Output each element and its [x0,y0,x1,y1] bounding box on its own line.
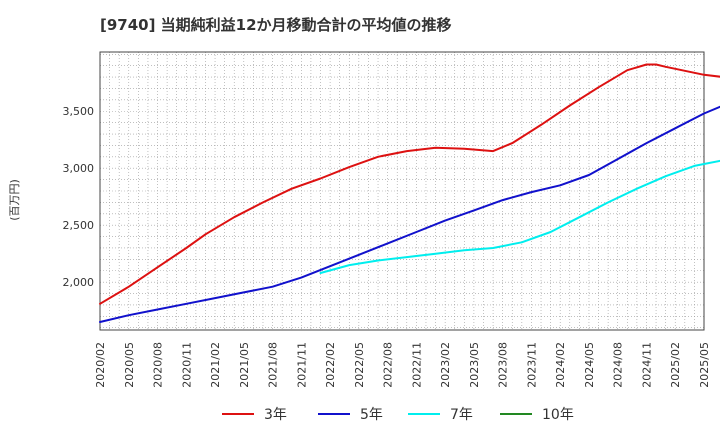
x-axis: 2020/02 2020/05 2020/08 2020/11 2021/02 2021/… [94,342,711,388]
x-tick-label: 2023/02 [439,342,452,388]
plot-border [99,51,705,331]
x-tick-label: 2021/08 [267,342,280,388]
series-line [99,63,720,305]
x-tick-label: 2020/02 [94,342,107,388]
plot-background [100,52,704,330]
y-axis-label: (百万円) [8,179,21,221]
x-tick-label: 2022/11 [410,342,423,388]
y-tick-label: 3,000 [63,162,95,175]
y-tick-label: 3,500 [63,105,95,118]
x-tick-label: 2023/08 [497,342,510,388]
series-line [99,105,720,323]
x-tick-label: 2021/05 [238,342,251,388]
x-tick-label: 2020/05 [123,342,136,388]
x-tick-label: 2025/02 [669,342,682,388]
chart-title: [9740] 当期純利益12か月移動合計の平均値の推移 [100,16,452,34]
series-lines [99,63,720,323]
x-tick-label: 2020/11 [180,342,193,388]
y-axis: 2,000 2,500 3,000 3,500 [63,105,95,289]
x-tick-label: 2021/02 [209,342,222,388]
x-tick-label: 2024/02 [554,342,567,388]
x-tick-label: 2023/05 [468,342,481,388]
x-tick-label: 2022/02 [324,342,337,388]
y-tick-label: 2,500 [63,219,95,232]
legend-label: 7年 [450,407,473,423]
x-tick-label: 2024/05 [583,342,596,388]
x-tick-label: 2024/11 [640,342,653,388]
x-tick-label: 2025/05 [698,342,711,388]
series-line [319,159,720,274]
x-tick-label: 2022/08 [382,342,395,388]
x-tick-label: 2021/11 [295,342,308,388]
x-tick-label: 2022/05 [353,342,366,388]
legend-label: 5年 [360,407,383,423]
x-tick-label: 2023/11 [525,342,538,388]
legend-label: 10年 [542,407,574,423]
x-tick-label: 2024/08 [612,342,625,388]
legend-label: 3年 [264,407,287,423]
x-tick-label: 2020/08 [152,342,165,388]
legend: 3年 5年 7年 10年 [222,407,574,423]
y-tick-label: 2,000 [63,276,95,289]
